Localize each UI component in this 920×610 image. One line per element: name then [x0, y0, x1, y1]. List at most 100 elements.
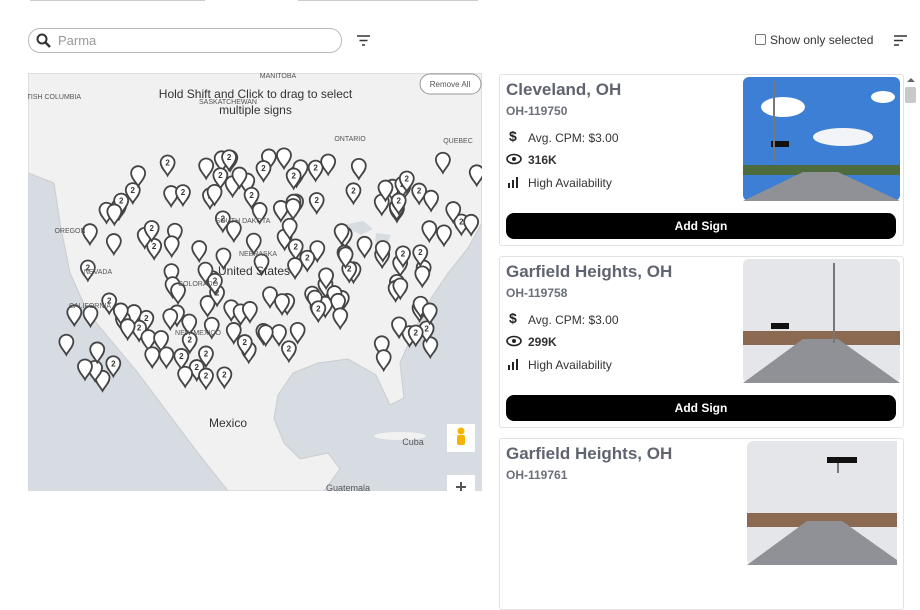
map-marker: [375, 349, 392, 373]
map-label: BRITISH COLUMBIA: [28, 94, 81, 101]
marker-count: 2: [316, 304, 321, 313]
map-marker: 2: [243, 186, 260, 210]
marker-pin: [395, 245, 411, 269]
marker-pin: [287, 238, 304, 262]
map-marker: 2: [124, 182, 141, 206]
marker-pin: [285, 167, 302, 191]
map-marker: [414, 265, 431, 289]
sort-icon[interactable]: [893, 34, 909, 48]
marker-pin: [231, 166, 248, 190]
marker-pin: [310, 300, 327, 324]
marker-pin: [463, 213, 480, 237]
checkbox[interactable]: [755, 34, 766, 45]
marker-count: 2: [261, 164, 266, 173]
map-marker: [337, 246, 354, 270]
remove-all-label: Remove All: [430, 80, 471, 89]
map-marker: [274, 293, 290, 317]
map-marker: [333, 223, 350, 247]
row-icon: [508, 177, 518, 188]
map-marker: [89, 341, 106, 365]
sign-card[interactable]: Cleveland, OH OH-119750 $ Avg. CPM: $3.00 31…: [499, 74, 904, 246]
marker-pin: [170, 282, 186, 306]
marker-count: 2: [137, 324, 142, 333]
marker-pin: [181, 313, 198, 337]
map-marker: [177, 365, 194, 389]
marker-pin: [112, 302, 129, 326]
map-marker: [58, 333, 75, 357]
map-label: NEBRASKA: [239, 251, 277, 258]
add-sign-button[interactable]: Add Sign: [506, 395, 896, 421]
marker-count: 2: [287, 344, 292, 353]
filter-icon[interactable]: [356, 34, 372, 48]
map-marker: 2: [236, 334, 253, 358]
marker-count: 2: [195, 363, 200, 372]
marker-pin: [191, 240, 208, 264]
map-marker: 2: [159, 154, 176, 178]
map-marker: [163, 235, 180, 259]
map-marker: [356, 235, 373, 259]
tab-line: [298, 0, 478, 1]
marker-count: 2: [293, 242, 298, 251]
marker-count: 2: [218, 171, 223, 180]
map-marker: 2: [216, 366, 233, 390]
map-marker: 2: [175, 184, 191, 208]
marker-pin: [198, 345, 214, 369]
marker-pin: [206, 183, 223, 207]
island: [374, 432, 426, 440]
marker-count: 2: [313, 164, 318, 173]
marker-pin: [181, 331, 198, 355]
marker-count: 2: [86, 264, 91, 273]
sign-availability: High Availability: [528, 358, 612, 372]
map-marker: [318, 267, 334, 291]
map-marker: [271, 324, 287, 347]
marker-pin: [162, 308, 179, 332]
marker-count: 2: [347, 265, 352, 274]
marker-pin: [105, 233, 122, 257]
scroll-up-arrow[interactable]: [906, 76, 916, 84]
map-marker: [153, 330, 169, 354]
map-marker: [119, 318, 136, 342]
map-marker: [285, 198, 302, 221]
marker-pin: [392, 277, 409, 301]
map-marker: 2: [212, 167, 229, 191]
map-marker: 2: [345, 182, 362, 206]
sign-id: OH-119750: [506, 104, 568, 118]
map-marker: [251, 202, 268, 225]
row-icon: $: [509, 129, 517, 143]
map-marker: 2: [173, 348, 190, 371]
sign-city: Garfield Heights, OH: [506, 262, 673, 281]
map-marker: 2: [308, 192, 325, 215]
map-marker: [276, 147, 292, 171]
sign-card[interactable]: Garfield Heights, OH OH-119758 $ Avg. CPM: …: [499, 256, 904, 428]
sign-cpm: Avg. CPM: $3.00: [528, 131, 619, 145]
map-marker: [112, 302, 129, 326]
map-marker: [105, 233, 122, 257]
map-marker: [253, 253, 270, 277]
search-box[interactable]: Parma: [28, 28, 342, 53]
marker-pin: [66, 304, 83, 328]
marker-pin: [198, 367, 214, 391]
marker-pin: [281, 217, 298, 241]
marker-count: 2: [204, 372, 209, 381]
marker-count: 2: [459, 218, 464, 227]
map-marker: [289, 321, 306, 345]
map-marker: [392, 277, 409, 301]
marker-pin: [350, 157, 367, 181]
sign-card[interactable]: Garfield Heights, OH OH-119761: [499, 438, 904, 610]
map-marker: [81, 223, 98, 247]
add-sign-button[interactable]: Add Sign: [506, 213, 896, 239]
marker-count: 2: [401, 249, 406, 258]
map-marker: [463, 213, 480, 237]
map-marker: 2: [143, 220, 160, 244]
marker-pin: [412, 244, 429, 268]
map-label: QUEBEC: [443, 138, 473, 145]
map-label: MANITOBA: [260, 73, 297, 80]
marker-pin: [377, 179, 394, 203]
remove-all-button[interactable]: [419, 73, 482, 95]
marker-pin: [203, 316, 220, 340]
marker-pin: [221, 149, 237, 173]
map-marker: [231, 166, 248, 190]
map-marker: [140, 329, 157, 353]
marker-pin: [281, 340, 297, 364]
